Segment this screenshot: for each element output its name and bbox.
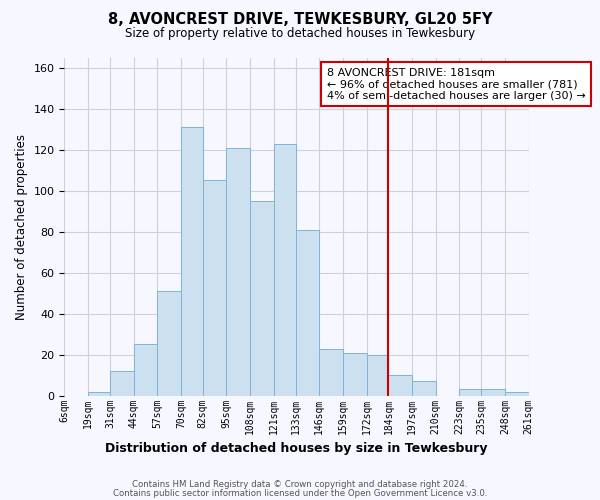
Bar <box>134 344 157 396</box>
Bar <box>367 354 388 396</box>
Text: 8, AVONCREST DRIVE, TEWKESBURY, GL20 5FY: 8, AVONCREST DRIVE, TEWKESBURY, GL20 5FY <box>108 12 492 28</box>
Bar <box>157 291 181 396</box>
Bar <box>412 382 436 396</box>
Bar <box>203 180 226 396</box>
Bar <box>296 230 319 396</box>
Bar <box>181 127 203 396</box>
Bar <box>88 392 110 396</box>
Bar <box>505 392 529 396</box>
Bar <box>319 348 343 396</box>
Bar <box>388 375 412 396</box>
Text: 8 AVONCREST DRIVE: 181sqm
← 96% of detached houses are smaller (781)
4% of semi-: 8 AVONCREST DRIVE: 181sqm ← 96% of detac… <box>326 68 586 101</box>
Bar <box>110 371 134 396</box>
Bar <box>226 148 250 396</box>
Bar <box>481 390 505 396</box>
Text: Size of property relative to detached houses in Tewkesbury: Size of property relative to detached ho… <box>125 28 475 40</box>
Bar <box>343 352 367 396</box>
Bar <box>274 144 296 396</box>
X-axis label: Distribution of detached houses by size in Tewkesbury: Distribution of detached houses by size … <box>105 442 488 455</box>
Y-axis label: Number of detached properties: Number of detached properties <box>15 134 28 320</box>
Bar <box>250 201 274 396</box>
Text: Contains public sector information licensed under the Open Government Licence v3: Contains public sector information licen… <box>113 488 487 498</box>
Bar <box>460 390 481 396</box>
Text: Contains HM Land Registry data © Crown copyright and database right 2024.: Contains HM Land Registry data © Crown c… <box>132 480 468 489</box>
